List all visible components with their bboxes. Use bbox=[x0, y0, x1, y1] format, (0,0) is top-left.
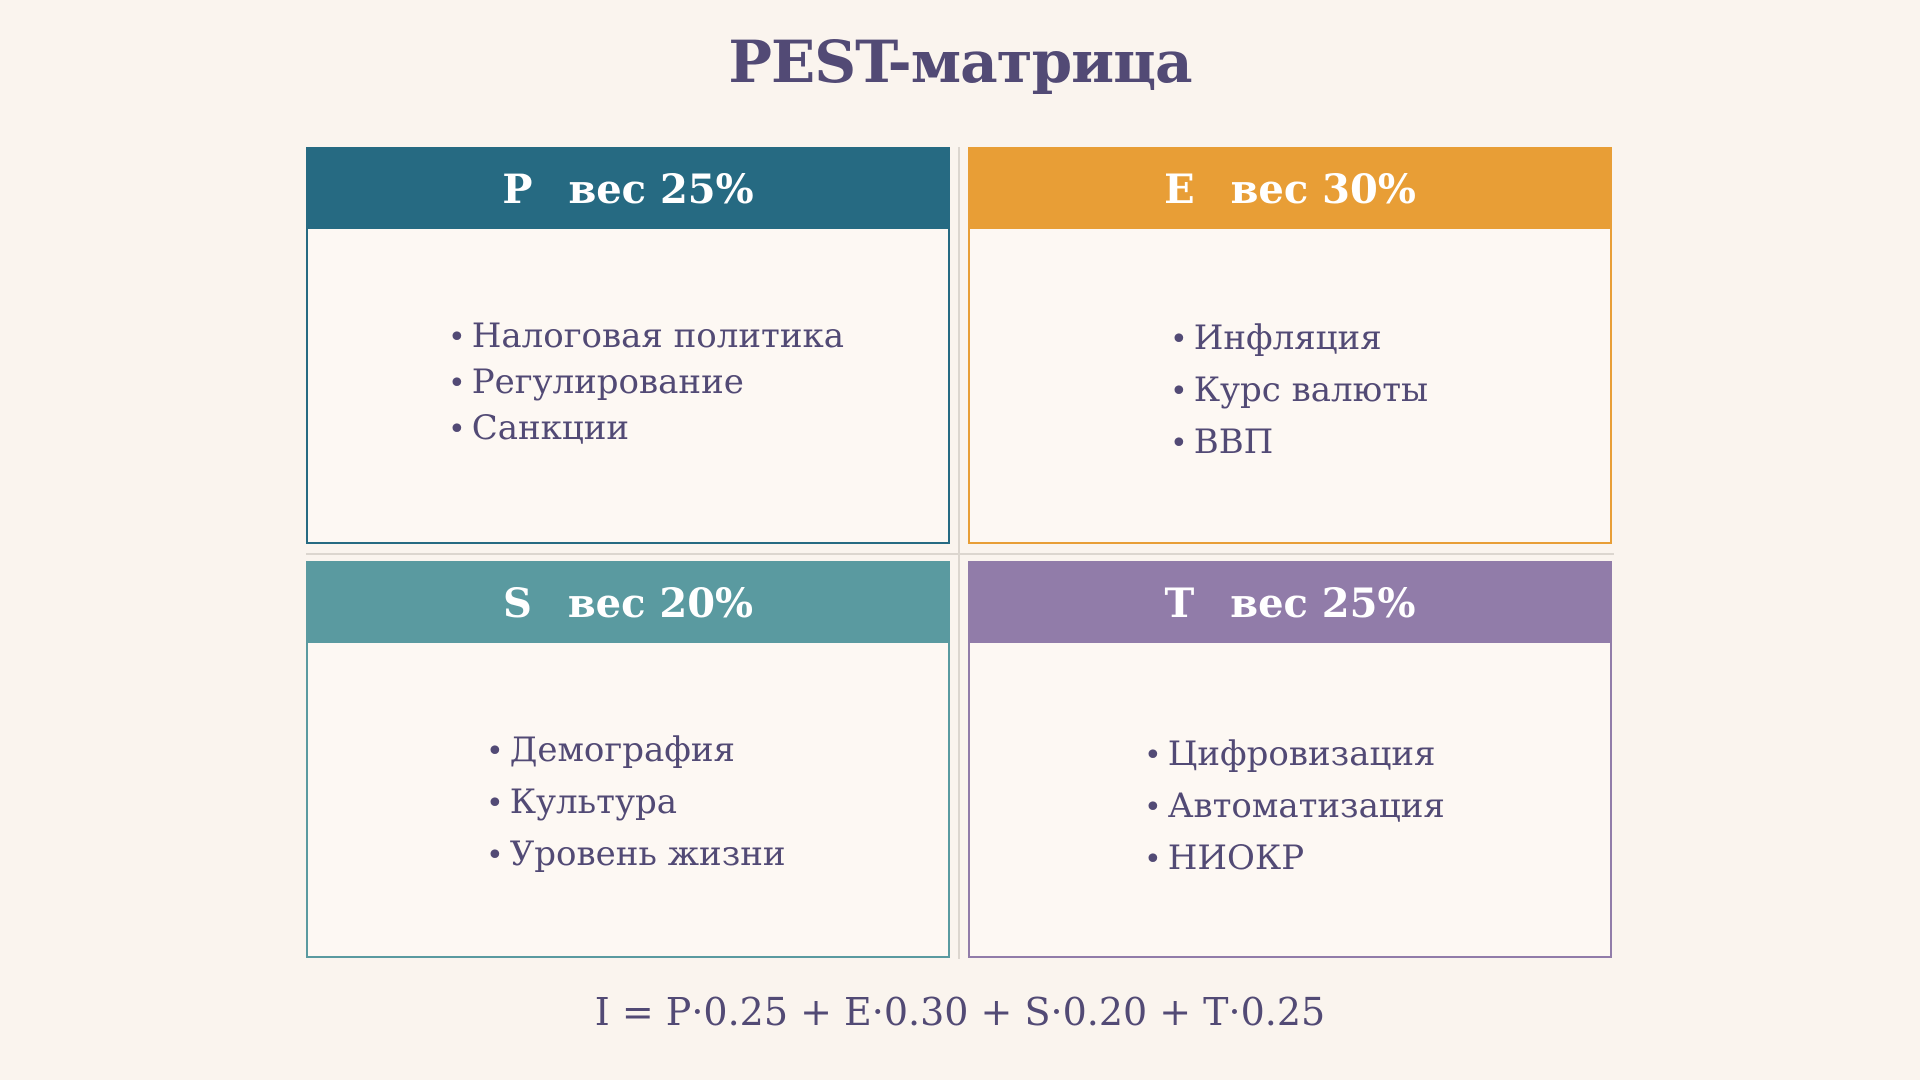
quadrant-header: T вес 25% bbox=[970, 563, 1610, 643]
list-item: • ВВП bbox=[1170, 422, 1274, 462]
bullet-icon: • bbox=[486, 838, 504, 873]
page-title: PEST-матрица bbox=[728, 28, 1192, 96]
list-item: • Демография bbox=[486, 730, 735, 770]
list-item: • Культура bbox=[486, 782, 677, 822]
factor-list: • Инфляция • Курс валюты • ВВП bbox=[1170, 313, 1428, 469]
factor-list: • Демография • Культура • Уровень жизни bbox=[486, 725, 786, 881]
bullet-icon: • bbox=[1170, 322, 1188, 357]
quadrant-political: P вес 25% • Налоговая политика • Регулиров… bbox=[306, 147, 950, 544]
quadrant-body: • Демография • Культура • Уровень жизни bbox=[308, 643, 948, 956]
quadrant-weight: вес 30% bbox=[1230, 165, 1416, 213]
quadrant-header: S вес 20% bbox=[308, 563, 948, 643]
quadrant-social: S вес 20% • Демография • Культура • Уровень… bbox=[306, 561, 950, 958]
quadrant-weight: вес 20% bbox=[567, 579, 754, 627]
quadrant-letter: T bbox=[1164, 579, 1195, 627]
quadrant-body: • Инфляция • Курс валюты • ВВП bbox=[970, 229, 1610, 542]
bullet-icon: • bbox=[448, 412, 466, 447]
list-item: • НИОКР bbox=[1144, 838, 1305, 878]
list-item: • Уровень жизни bbox=[486, 834, 786, 874]
vertical-divider bbox=[958, 147, 960, 959]
quadrant-body: • Налоговая политика • Регулирование • Санк… bbox=[308, 229, 948, 542]
bullet-icon: • bbox=[1170, 374, 1188, 409]
list-item: • Инфляция bbox=[1170, 318, 1382, 358]
list-item: • Цифровизация bbox=[1144, 734, 1436, 774]
quadrant-economic: E вес 30% • Инфляция • Курс валюты • ВВП bbox=[968, 147, 1612, 544]
quadrant-header: P вес 25% bbox=[308, 149, 948, 229]
bullet-icon: • bbox=[486, 734, 504, 769]
list-item: • Налоговая политика bbox=[448, 316, 845, 356]
quadrant-letter: P bbox=[502, 165, 533, 213]
bullet-icon: • bbox=[1144, 842, 1162, 877]
bullet-icon: • bbox=[1144, 790, 1162, 825]
bullet-icon: • bbox=[448, 366, 466, 401]
quadrant-weight: вес 25% bbox=[1230, 579, 1416, 627]
quadrant-letter: S bbox=[502, 579, 532, 627]
bullet-icon: • bbox=[448, 320, 466, 355]
list-item: • Автоматизация bbox=[1144, 786, 1445, 826]
bullet-icon: • bbox=[1144, 738, 1162, 773]
quadrant-weight: вес 25% bbox=[568, 165, 754, 213]
quadrant-header: E вес 30% bbox=[970, 149, 1610, 229]
list-item: • Санкции bbox=[448, 408, 630, 448]
bullet-icon: • bbox=[1170, 426, 1188, 461]
quadrant-body: • Цифровизация • Автоматизация • НИОКР bbox=[970, 643, 1610, 956]
quadrant-letter: E bbox=[1164, 165, 1195, 213]
horizontal-divider bbox=[306, 553, 1614, 555]
quadrant-technological: T вес 25% • Цифровизация • Автоматизация •… bbox=[968, 561, 1612, 958]
list-item: • Регулирование bbox=[448, 362, 744, 402]
list-item: • Курс валюты bbox=[1170, 370, 1429, 410]
bullet-icon: • bbox=[486, 786, 504, 821]
factor-list: • Налоговая политика • Регулирование • Санк… bbox=[448, 311, 844, 455]
weighted-index-formula: I = P·0.25 + E·0.30 + S·0.20 + T·0.25 bbox=[594, 990, 1326, 1034]
factor-list: • Цифровизация • Автоматизация • НИОКР bbox=[1144, 729, 1445, 885]
